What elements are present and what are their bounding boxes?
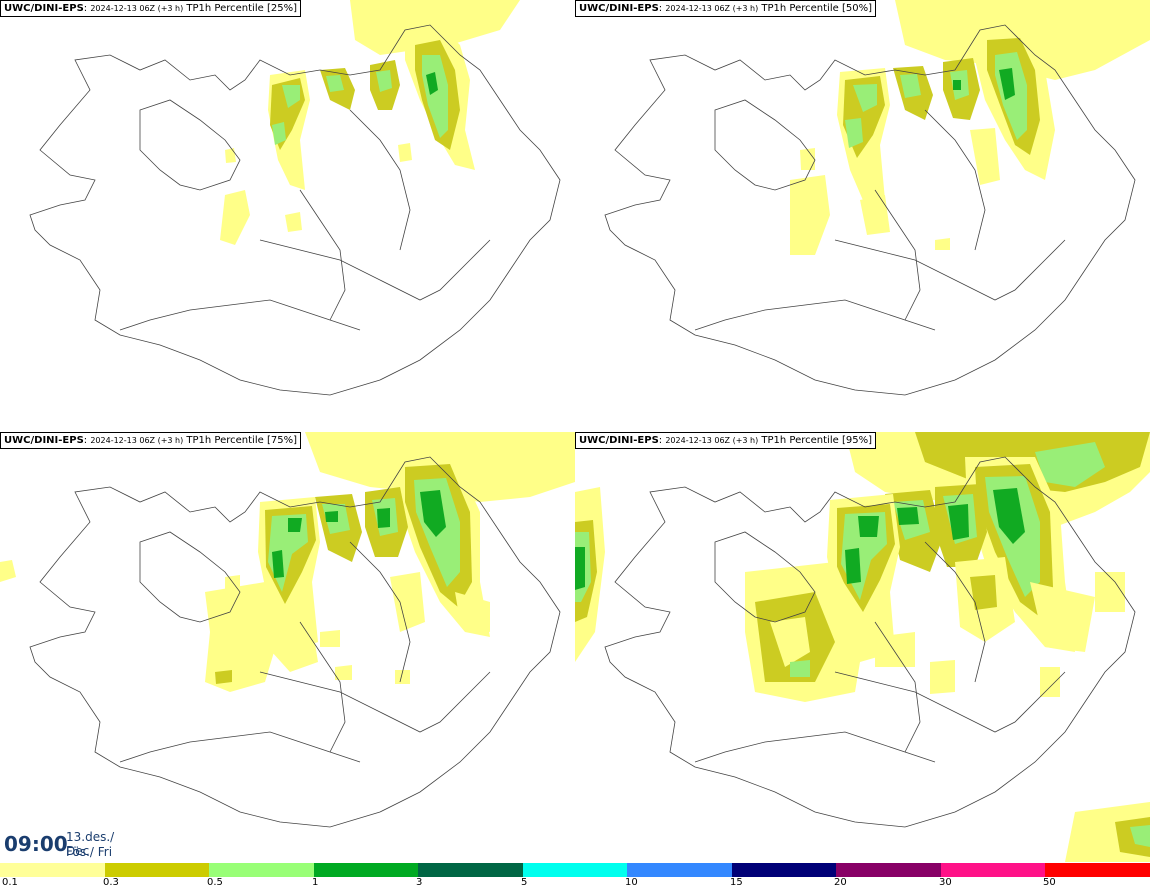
model-name: UWC/DINI-EPS <box>579 435 659 446</box>
precip-fields <box>575 432 1150 862</box>
valid-date: 13.des./ Dec <box>66 830 115 858</box>
colorbar-swatch <box>104 863 210 877</box>
colorbar-swatch <box>1045 863 1150 877</box>
precip-map-75 <box>0 432 575 828</box>
colorbar-swatch <box>731 863 837 877</box>
colorbar-tick-label: 1 <box>312 877 319 888</box>
iceland-coastline <box>29 456 561 828</box>
colorbar-swatch <box>209 863 314 877</box>
panel-title: UWC/DINI-EPS: 2024-12-13 06Z (+3 h) TP1h… <box>575 0 876 17</box>
percentile-label: TP1h Percentile [95%] <box>761 435 872 446</box>
iceland-coastline <box>604 456 1136 828</box>
run-date: 2024-12-13 06Z (+3 h) <box>665 4 759 13</box>
precip-fields <box>0 432 575 692</box>
colorbar-tick-label: 3 <box>416 877 423 888</box>
valid-time: 09:00 <box>4 832 68 856</box>
run-date: 2024-12-13 06Z (+3 h) <box>90 4 184 13</box>
run-date: 2024-12-13 06Z (+3 h) <box>665 436 759 445</box>
colorbar-swatch <box>836 863 941 877</box>
precip-map-50 <box>604 0 1150 396</box>
panel-title: UWC/DINI-EPS: 2024-12-13 06Z (+3 h) TP1h… <box>0 0 301 17</box>
precip-fields <box>790 0 1150 255</box>
colorbar-tick-label: 5 <box>521 877 528 888</box>
panel-title: UWC/DINI-EPS: 2024-12-13 06Z (+3 h) TP1h… <box>575 432 876 449</box>
percentile-label: TP1h Percentile [75%] <box>186 435 297 446</box>
colorbar-tick-label: 0.3 <box>103 877 119 888</box>
run-date: 2024-12-13 06Z (+3 h) <box>90 436 184 445</box>
colorbar-tick-label: 30 <box>939 877 952 888</box>
map-panel-95: UWC/DINI-EPS: 2024-12-13 06Z (+3 h) TP1h… <box>575 432 1150 862</box>
colorbar-swatch <box>313 863 419 877</box>
percentile-label: TP1h Percentile [25%] <box>186 3 297 14</box>
iceland-coastline <box>604 24 1136 396</box>
valid-time-box: 09:00 13.des./ Dec Fös./ Fri <box>0 826 140 862</box>
precip-fields <box>220 0 520 245</box>
valid-day: Fös./ Fri <box>66 845 113 859</box>
map-panel-25: UWC/DINI-EPS: 2024-12-13 06Z (+3 h) TP1h… <box>0 0 575 430</box>
colorbar-tick-label: 50 <box>1043 877 1056 888</box>
colorbar-tick-label: 0.1 <box>2 877 18 888</box>
colorbar-tick-label: 10 <box>625 877 638 888</box>
colorbar-swatch <box>627 863 732 877</box>
percentile-label: TP1h Percentile [50%] <box>761 3 872 14</box>
model-name: UWC/DINI-EPS <box>4 3 84 14</box>
map-panel-50: UWC/DINI-EPS: 2024-12-13 06Z (+3 h) TP1h… <box>575 0 1150 430</box>
model-name: UWC/DINI-EPS <box>4 435 84 446</box>
colorbar-swatch <box>0 863 105 877</box>
colorbar-tick-label: 15 <box>730 877 743 888</box>
colorbar-swatch <box>940 863 1046 877</box>
colorbar-ticks: 0.1 0.3 0.5 1 3 5 10 15 20 30 50 <box>0 877 1150 891</box>
precip-colorbar <box>0 863 1150 877</box>
model-name: UWC/DINI-EPS <box>579 3 659 14</box>
colorbar-swatch <box>418 863 523 877</box>
precip-map-95 <box>575 432 1150 862</box>
map-panel-75: UWC/DINI-EPS: 2024-12-13 06Z (+3 h) TP1h… <box>0 432 575 862</box>
colorbar-swatch <box>522 863 628 877</box>
colorbar-tick-label: 20 <box>834 877 847 888</box>
panel-title: UWC/DINI-EPS: 2024-12-13 06Z (+3 h) TP1h… <box>0 432 301 449</box>
precip-map-25 <box>29 0 561 396</box>
iceland-coastline <box>29 24 561 396</box>
colorbar-tick-label: 0.5 <box>207 877 223 888</box>
